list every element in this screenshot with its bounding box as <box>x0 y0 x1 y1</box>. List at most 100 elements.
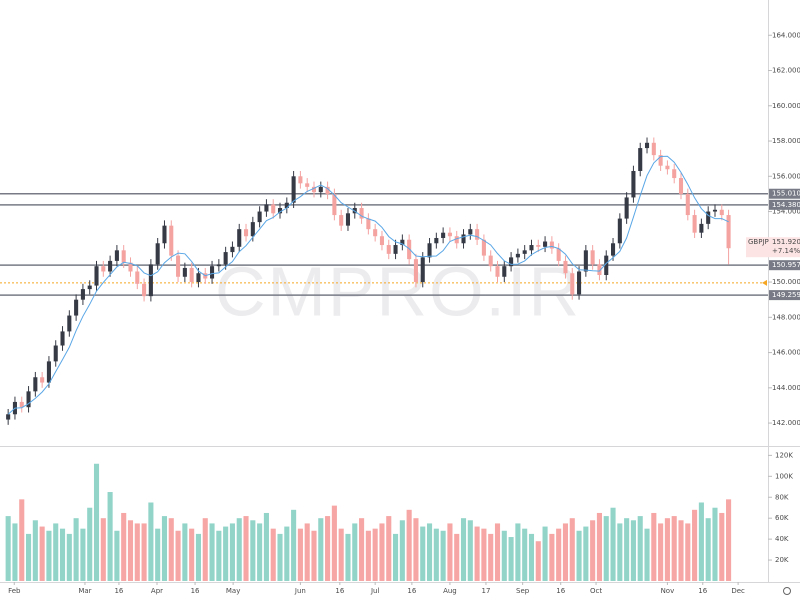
volume-bar <box>549 533 555 581</box>
volume-bar <box>80 528 86 581</box>
volume-bar <box>590 520 596 581</box>
y-tick-label: 158.000 <box>772 137 800 145</box>
candle-body <box>128 262 133 272</box>
candle-body <box>712 209 718 212</box>
volume-bar <box>596 512 602 581</box>
candle-body <box>318 186 323 193</box>
volume-bar <box>379 523 385 581</box>
volume-bar <box>658 523 664 581</box>
x-tick-label: Dec <box>731 587 745 595</box>
candle-body <box>250 222 255 237</box>
candle-body <box>651 142 656 156</box>
volume-bar <box>352 523 358 581</box>
settings-icon[interactable] <box>783 587 791 595</box>
candle-body <box>658 155 663 166</box>
volume-bar <box>39 526 45 581</box>
candle-body <box>434 237 439 244</box>
volume-bar <box>556 528 562 581</box>
volume-bar <box>440 530 446 581</box>
volume-bar <box>433 528 439 581</box>
volume-bar <box>270 528 276 581</box>
candle-body <box>468 229 473 235</box>
volume-bar <box>399 520 405 581</box>
x-tick-label: Apr <box>151 587 163 595</box>
volume-bar <box>195 533 202 581</box>
volume-bar <box>467 520 473 581</box>
y-tick-label: 150.000 <box>772 278 800 286</box>
candle-body <box>495 266 500 277</box>
volume-bar <box>420 526 426 581</box>
level-label: 150.957 <box>772 261 800 269</box>
candle-body <box>264 204 269 212</box>
candle-body <box>597 264 602 276</box>
candle-body <box>373 229 378 237</box>
volume-bar <box>406 509 412 581</box>
volume-bar <box>250 520 256 581</box>
candle-body <box>604 255 609 276</box>
candle-body <box>257 211 262 223</box>
candle-body <box>121 250 126 263</box>
volume-bar <box>66 533 72 581</box>
level-label-box <box>769 260 800 271</box>
volume-bar <box>216 530 222 581</box>
candle-body <box>447 232 452 237</box>
candle-body <box>148 264 153 297</box>
volume-bar <box>291 509 297 581</box>
candle-body <box>182 267 187 277</box>
volume-bar <box>576 530 582 581</box>
volume-bar <box>325 516 331 581</box>
candle-body <box>114 250 119 261</box>
candle-body <box>400 239 405 246</box>
candle-body <box>277 208 283 214</box>
volume-bar <box>100 518 106 581</box>
candle-body <box>26 391 31 408</box>
x-tick-label: Feb <box>8 587 21 595</box>
volume-bar <box>148 502 154 581</box>
volume-bar <box>651 512 657 581</box>
symbol-label: GBPJPY <box>748 238 774 246</box>
candle-body <box>284 202 289 209</box>
candle-body <box>413 259 418 283</box>
candle-body <box>549 241 554 249</box>
candle-body <box>515 253 520 258</box>
candle-body <box>74 299 79 316</box>
candle-body <box>638 148 643 171</box>
candle-body <box>454 236 459 244</box>
x-tick-label: 16 <box>335 587 344 595</box>
x-tick-label: 16 <box>556 587 565 595</box>
volume-bar <box>32 520 38 581</box>
candle-body <box>135 271 140 284</box>
volume-bar <box>127 520 134 581</box>
candle-body <box>379 236 384 246</box>
candle-body <box>611 243 616 256</box>
volume-bar <box>284 526 290 581</box>
y-tick-label: 162.000 <box>772 67 800 75</box>
volume-bar <box>624 518 630 581</box>
volume-bar <box>488 533 494 581</box>
volume-bar <box>542 526 548 581</box>
candle-body <box>94 266 99 286</box>
volume-bar <box>209 523 215 581</box>
volume-bar <box>257 523 263 581</box>
candle-body <box>366 218 371 230</box>
watermark: CMPRO.IR <box>215 252 581 330</box>
volume-bar <box>141 523 147 581</box>
volume-bar <box>474 526 480 581</box>
candle-body <box>481 239 486 256</box>
volume-bar <box>671 516 677 581</box>
candle-body <box>339 215 344 226</box>
volume-bar <box>637 516 643 581</box>
volume-bar <box>617 523 623 581</box>
candle-body <box>644 142 650 149</box>
volume-bar <box>59 528 66 581</box>
volume-bar <box>107 492 113 581</box>
volume-bar <box>664 518 670 581</box>
volume-bar <box>73 518 79 581</box>
volume-bar <box>610 507 616 581</box>
volume-bar <box>311 530 317 581</box>
level-label: 155.010 <box>772 190 800 198</box>
candle-body <box>345 213 351 226</box>
candle-body <box>393 245 398 254</box>
candle-body <box>543 241 548 247</box>
candle-body <box>311 186 317 193</box>
